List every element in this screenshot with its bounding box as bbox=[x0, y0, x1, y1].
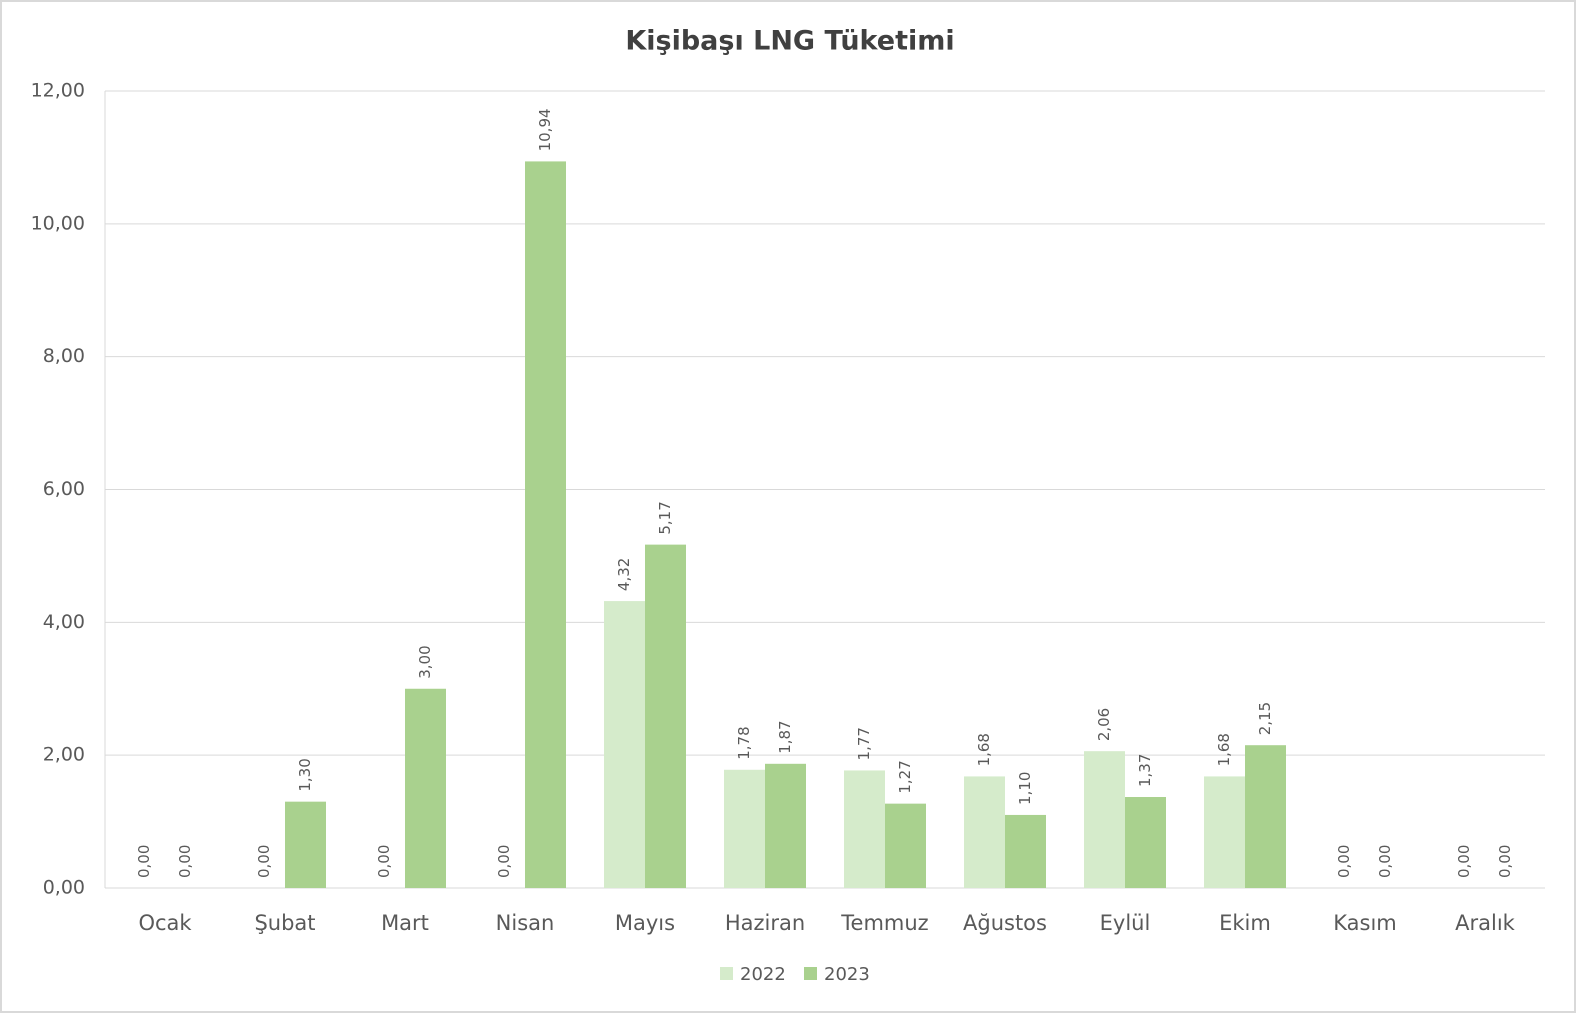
value-label: 0,00 bbox=[1455, 845, 1473, 878]
bar bbox=[724, 769, 765, 888]
x-tick-label: Temmuz bbox=[840, 911, 928, 935]
value-label: 0,00 bbox=[176, 845, 194, 878]
y-tick-label: 2,00 bbox=[43, 744, 85, 766]
chart-title: Kişibaşı LNG Tüketimi bbox=[625, 26, 954, 57]
value-label: 1,27 bbox=[896, 760, 914, 793]
legend-swatch bbox=[804, 967, 817, 980]
x-tick-label: Kasım bbox=[1333, 911, 1397, 935]
x-tick-label: Eylül bbox=[1100, 911, 1151, 935]
x-tick-label: Mart bbox=[381, 911, 429, 935]
value-label: 0,00 bbox=[135, 845, 153, 878]
x-tick-label: Mayıs bbox=[615, 911, 675, 935]
bar bbox=[1084, 751, 1125, 888]
value-label: 0,00 bbox=[255, 845, 273, 878]
value-label: 0,00 bbox=[1376, 845, 1394, 878]
x-tick-label: Haziran bbox=[725, 911, 805, 935]
y-tick-label: 6,00 bbox=[43, 478, 85, 500]
value-label: 1,87 bbox=[776, 720, 794, 753]
bar bbox=[1125, 797, 1166, 888]
bar bbox=[885, 803, 926, 888]
legend-swatch bbox=[720, 967, 733, 980]
x-tick-label: Şubat bbox=[254, 911, 315, 935]
y-tick-label: 8,00 bbox=[43, 345, 85, 367]
y-tick-label: 10,00 bbox=[31, 212, 85, 234]
bar bbox=[964, 776, 1005, 888]
y-tick-label: 12,00 bbox=[31, 80, 85, 102]
x-tick-label: Aralık bbox=[1455, 911, 1516, 935]
bar bbox=[525, 161, 566, 888]
x-tick-label: Ocak bbox=[138, 911, 192, 935]
bar bbox=[1005, 814, 1046, 888]
value-label: 3,00 bbox=[416, 645, 434, 678]
y-tick-label: 0,00 bbox=[43, 877, 85, 899]
bar bbox=[645, 544, 686, 888]
value-label: 1,78 bbox=[735, 726, 753, 759]
bar bbox=[765, 763, 806, 888]
value-label: 5,17 bbox=[656, 501, 674, 534]
bar bbox=[1245, 745, 1286, 888]
value-label: 1,68 bbox=[1215, 733, 1233, 766]
legend-label: 2022 bbox=[740, 964, 786, 985]
bar bbox=[285, 801, 326, 888]
bar bbox=[604, 601, 645, 888]
x-tick-label: Nisan bbox=[496, 911, 555, 935]
value-label: 0,00 bbox=[375, 845, 393, 878]
x-tick-label: Ekim bbox=[1219, 911, 1271, 935]
value-label: 2,15 bbox=[1256, 702, 1274, 735]
legend-label: 2023 bbox=[824, 964, 870, 985]
bar bbox=[405, 688, 446, 888]
value-label: 0,00 bbox=[1496, 845, 1514, 878]
value-label: 0,00 bbox=[1335, 845, 1353, 878]
value-label: 1,30 bbox=[296, 758, 314, 791]
value-label: 4,32 bbox=[615, 558, 633, 591]
value-label: 2,06 bbox=[1095, 708, 1113, 741]
value-label: 10,94 bbox=[536, 108, 554, 151]
bar bbox=[844, 770, 885, 888]
x-tick-label: Ağustos bbox=[963, 911, 1047, 935]
bar bbox=[1204, 776, 1245, 888]
value-label: 1,68 bbox=[975, 733, 993, 766]
value-label: 1,77 bbox=[855, 727, 873, 760]
value-label: 0,00 bbox=[495, 845, 513, 878]
y-tick-label: 4,00 bbox=[43, 611, 85, 633]
value-label: 1,37 bbox=[1136, 754, 1154, 787]
value-label: 1,10 bbox=[1016, 772, 1034, 805]
